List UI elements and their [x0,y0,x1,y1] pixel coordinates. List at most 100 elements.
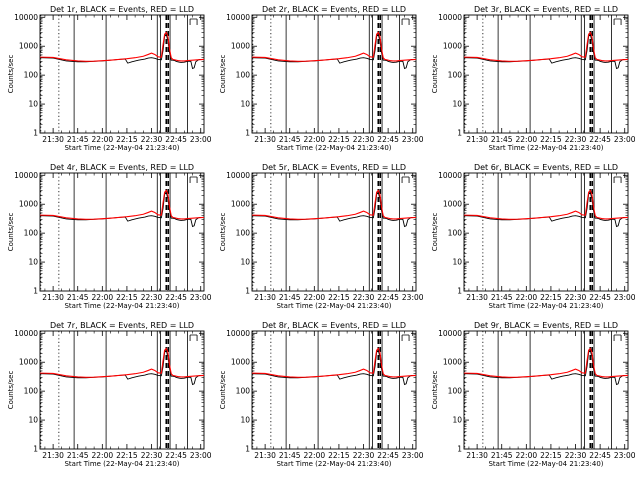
x-tick-label: 22:30 [565,293,587,302]
plot-area [464,173,628,291]
y-axis-label: Counts/sec [219,55,227,94]
x-axis-label: Start Time (22-May-04 21:23:40) [276,460,391,468]
y-tick-label: 10 [240,100,250,109]
plot-frame [39,14,205,134]
x-tick-label: 21:45 [279,135,301,144]
x-tick-label: 21:30 [254,451,276,460]
x-tick-label: 23:00 [614,135,636,144]
x-tick-label: 21:45 [279,451,301,460]
x-axis-label: Start Time (22-May-04 21:23:40) [64,460,179,468]
y-tick-label: 10000 [14,171,38,180]
y-tick-label: 10000 [226,13,250,22]
y-axis-label: Counts/sec [7,371,15,410]
y-tick-label: 1 [33,287,38,296]
x-tick-label: 22:00 [304,135,326,144]
bracket-marker [189,334,198,341]
x-tick-label: 22:45 [589,451,611,460]
y-tick-label: 10 [28,416,38,425]
y-tick-label: 1000 [231,358,250,367]
panel-title: Det 9r, BLACK = Events, RED = LLD [474,321,618,330]
x-tick-label: 21:30 [254,293,276,302]
x-tick-label: 21:45 [67,451,89,460]
chart-panel-1: Det 1r, BLACK = Events, RED = LLD 1 10 100 1… [7,5,212,152]
x-tick-label: 22:30 [353,293,375,302]
x-axis-label: Start Time (22-May-04 21:23:40) [488,302,603,310]
x-tick-label: 22:00 [304,293,326,302]
x-tick-label: 23:00 [402,135,424,144]
y-axis-label: Counts/sec [219,371,227,410]
x-axis-label: Start Time (22-May-04 21:23:40) [64,302,179,310]
x-tick-label: 21:30 [254,135,276,144]
y-axis-label: Counts/sec [7,213,15,252]
y-tick-label: 1 [245,129,250,138]
plot-area [252,15,416,133]
y-tick-label: 10000 [14,13,38,22]
x-tick-label: 21:30 [466,135,488,144]
y-tick-label: 10 [452,258,462,267]
y-tick-label: 100 [24,387,39,396]
x-tick-label: 22:45 [589,135,611,144]
series-lld-line [40,189,204,220]
series-lld-line [464,31,628,62]
x-tick-label: 21:30 [42,135,64,144]
x-tick-label: 22:30 [141,451,163,460]
x-tick-label: 23:00 [190,451,212,460]
x-tick-label: 23:00 [402,451,424,460]
x-tick-label: 22:15 [328,451,350,460]
y-tick-label: 10 [28,258,38,267]
panel-title: Det 4r, BLACK = Events, RED = LLD [50,163,194,172]
x-tick-label: 22:15 [116,451,138,460]
plot-frame [251,330,417,450]
x-tick-label: 22:15 [116,293,138,302]
x-tick-label: 21:45 [279,293,301,302]
x-tick-label: 22:15 [116,135,138,144]
x-tick-label: 22:00 [304,451,326,460]
plot-area [40,331,204,449]
y-tick-label: 100 [448,387,463,396]
y-tick-label: 100 [448,71,463,80]
x-tick-label: 22:45 [165,451,187,460]
bracket-marker [613,18,622,25]
x-tick-label: 22:45 [377,293,399,302]
x-tick-label: 22:00 [516,135,538,144]
plot-frame [251,172,417,292]
chart-panel-9: Det 9r, BLACK = Events, RED = LLD 1 10 100 1… [431,321,636,468]
x-tick-label: 22:00 [516,293,538,302]
x-tick-label: 23:00 [190,135,212,144]
bracket-marker [401,18,410,25]
panel-title: Det 6r, BLACK = Events, RED = LLD [474,163,618,172]
y-tick-label: 1 [245,445,250,454]
x-tick-label: 22:30 [565,451,587,460]
series-lld-line [464,189,628,220]
x-tick-label: 22:30 [565,135,587,144]
plot-frame [39,172,205,292]
x-tick-label: 22:45 [165,293,187,302]
bracket-marker [189,176,198,183]
plot-area [40,173,204,291]
y-tick-label: 1000 [443,200,462,209]
y-tick-label: 100 [236,71,251,80]
plot-frame [463,172,629,292]
x-tick-label: 23:00 [614,293,636,302]
x-axis-label: Start Time (22-May-04 21:23:40) [276,144,391,152]
y-tick-label: 100 [24,71,39,80]
series-events-line [252,191,416,228]
series-events-line [464,191,628,228]
y-axis-label: Counts/sec [219,213,227,252]
y-tick-label: 1000 [443,42,462,51]
x-tick-label: 22:45 [165,135,187,144]
plot-frame [39,330,205,450]
x-tick-label: 22:00 [92,451,114,460]
y-tick-label: 1 [457,129,462,138]
bracket-marker [189,18,198,25]
chart-panel-5: Det 5r, BLACK = Events, RED = LLD 1 10 100 1… [219,163,424,310]
x-tick-label: 23:00 [614,451,636,460]
x-axis-label: Start Time (22-May-04 21:23:40) [276,302,391,310]
y-axis-label: Counts/sec [431,371,439,410]
y-tick-label: 10 [28,100,38,109]
chart-panel-4: Det 4r, BLACK = Events, RED = LLD 1 10 100 1… [7,163,212,310]
series-lld-line [252,347,416,378]
x-tick-label: 21:30 [42,293,64,302]
y-tick-label: 100 [448,229,463,238]
y-tick-label: 10 [452,416,462,425]
